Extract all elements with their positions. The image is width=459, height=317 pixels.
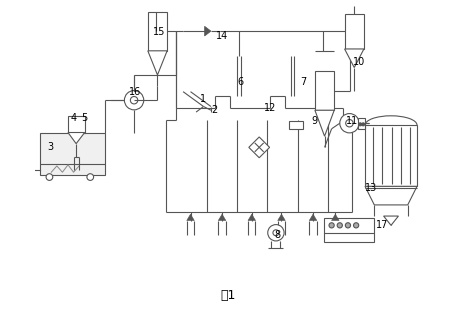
Circle shape (46, 174, 53, 180)
Circle shape (353, 223, 359, 228)
Text: 2: 2 (212, 105, 218, 115)
Polygon shape (218, 214, 226, 221)
Polygon shape (365, 186, 417, 205)
Text: 16: 16 (129, 87, 141, 97)
Circle shape (340, 113, 359, 133)
Polygon shape (32, 166, 34, 175)
Polygon shape (315, 110, 334, 136)
Text: 13: 13 (364, 183, 377, 193)
Text: 15: 15 (153, 27, 165, 37)
Bar (365, 125, 417, 186)
Bar (68, 116, 85, 133)
Text: 6: 6 (238, 77, 244, 87)
Text: 11: 11 (346, 116, 358, 126)
Text: 10: 10 (353, 57, 365, 67)
Text: 3: 3 (47, 142, 53, 152)
Circle shape (87, 174, 94, 180)
Text: 17: 17 (375, 220, 388, 230)
Circle shape (337, 223, 342, 228)
Polygon shape (68, 133, 85, 144)
Polygon shape (309, 214, 317, 221)
Text: 14: 14 (216, 31, 228, 41)
Circle shape (359, 123, 362, 126)
Circle shape (362, 123, 364, 126)
Polygon shape (249, 137, 269, 158)
Polygon shape (278, 214, 285, 221)
Bar (289, 121, 303, 129)
Circle shape (345, 223, 351, 228)
Bar (148, 12, 167, 51)
Circle shape (273, 230, 279, 236)
Polygon shape (205, 26, 211, 36)
Polygon shape (187, 214, 194, 221)
Text: 5: 5 (82, 113, 88, 123)
Text: 9: 9 (312, 116, 318, 126)
Polygon shape (331, 214, 339, 221)
Bar (358, 118, 365, 129)
Text: 7: 7 (301, 77, 307, 87)
Polygon shape (384, 216, 398, 225)
Polygon shape (148, 51, 167, 75)
Ellipse shape (53, 167, 79, 174)
Text: 8: 8 (274, 230, 281, 240)
Circle shape (124, 91, 144, 110)
Circle shape (268, 224, 284, 241)
Polygon shape (248, 214, 256, 221)
Text: 4: 4 (71, 113, 77, 123)
Circle shape (130, 96, 138, 104)
Bar (315, 71, 334, 110)
Text: 1: 1 (201, 94, 207, 104)
Bar (40, 133, 105, 175)
Text: 12: 12 (264, 103, 276, 113)
Bar (345, 14, 364, 49)
Polygon shape (345, 49, 364, 68)
Bar (324, 218, 374, 242)
Circle shape (329, 223, 334, 228)
Circle shape (346, 120, 353, 127)
Text: 图1: 图1 (220, 289, 235, 302)
